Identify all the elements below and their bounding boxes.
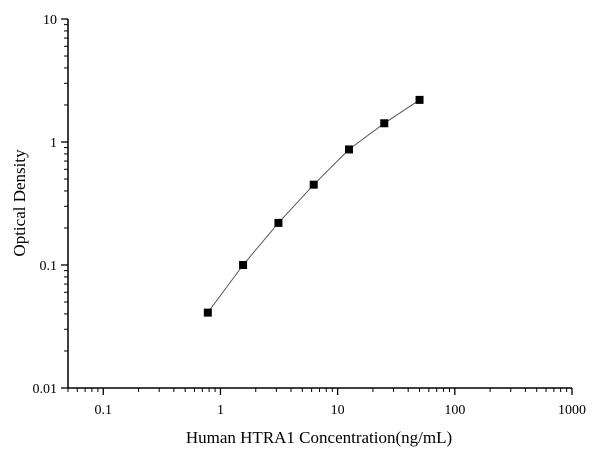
data-point: [380, 119, 389, 128]
data-point: [344, 145, 353, 154]
ticks: [61, 18, 573, 395]
y-tick-label: 1: [50, 136, 57, 151]
x-tick-label: 0.1: [95, 403, 113, 418]
x-axis-title: Human HTRA1 Concentration(ng/mL): [186, 428, 452, 447]
y-tick-label: 0.1: [40, 259, 58, 274]
data-point: [274, 218, 283, 227]
data-point: [415, 95, 424, 104]
y-axis-title: Optical Density: [10, 149, 29, 257]
data-point: [239, 261, 248, 269]
axes: [67, 19, 572, 389]
x-tick-label: 100: [444, 403, 465, 418]
data-point: [203, 308, 212, 317]
y-tick-label: 10: [43, 13, 57, 28]
x-tick-label: 1: [217, 403, 224, 418]
data-points: [203, 95, 424, 317]
fit-curve: [207, 99, 420, 313]
x-tick-label: 10: [331, 403, 345, 418]
data-point: [309, 180, 318, 189]
fit-curve-layer: [207, 99, 420, 313]
tick-labels: 0.01 0.1 1 10 0.1 1 10 100 1000: [33, 13, 587, 418]
x-tick-label: 1000: [558, 403, 586, 418]
y-tick-label: 0.01: [33, 382, 58, 397]
